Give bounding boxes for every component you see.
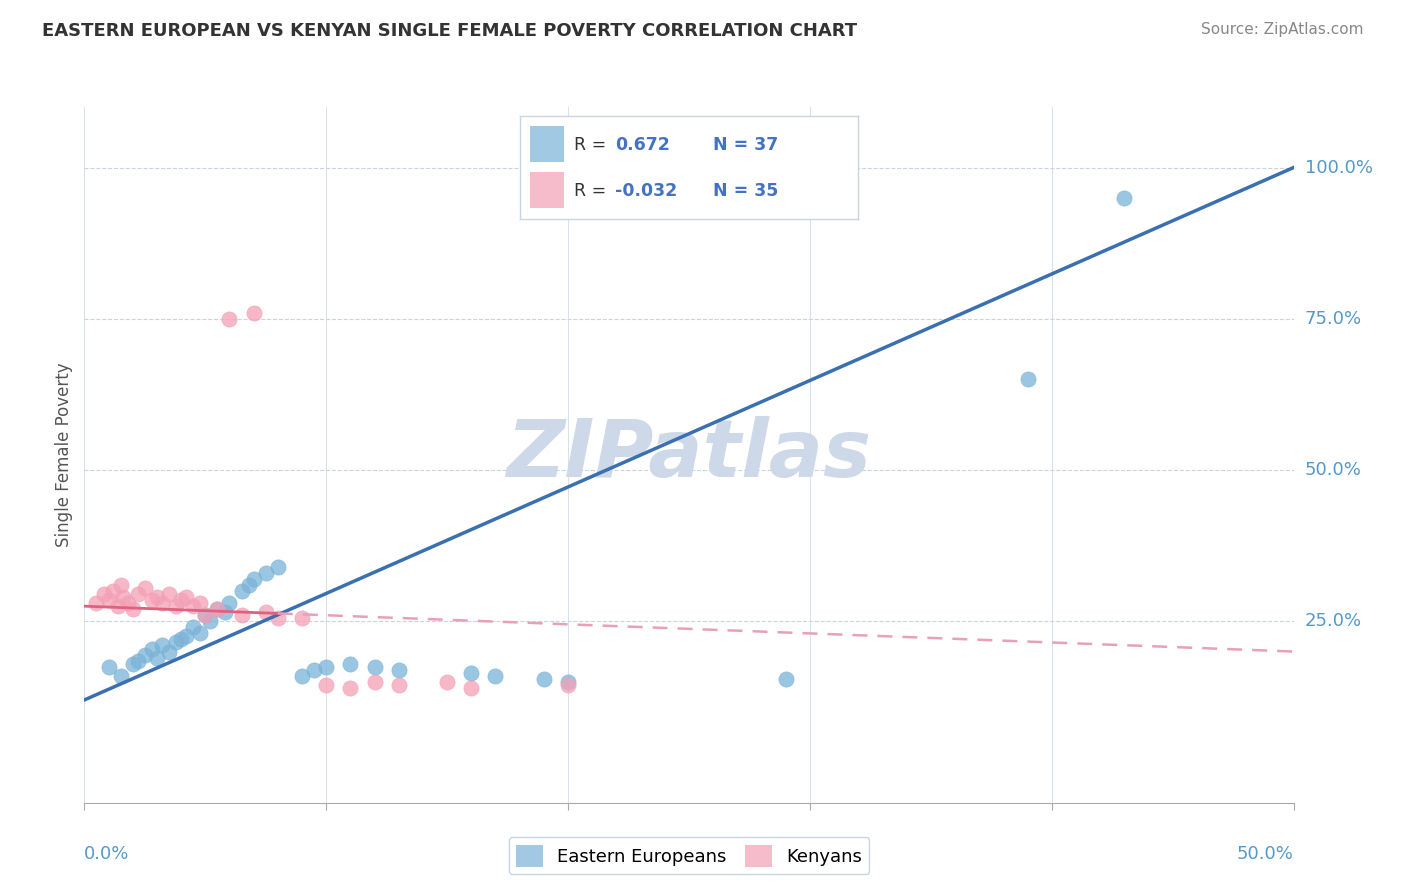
Legend: Eastern Europeans, Kenyans: Eastern Europeans, Kenyans [509, 838, 869, 874]
Point [112, 590, 135, 604]
FancyBboxPatch shape [530, 172, 564, 208]
Point [198, 615, 221, 629]
Point [557, 674, 579, 689]
Point [291, 669, 314, 683]
Point [97, 593, 120, 607]
Point [315, 678, 337, 692]
Point [315, 659, 337, 673]
Point [218, 311, 240, 326]
Point [117, 596, 139, 610]
Point [231, 584, 253, 599]
Text: N = 35: N = 35 [713, 182, 778, 200]
Point [460, 681, 482, 695]
Point [388, 663, 411, 677]
Point [165, 599, 187, 614]
Point [207, 602, 229, 616]
Point [190, 596, 212, 610]
Point [291, 611, 314, 625]
Point [170, 632, 193, 647]
Text: 0.672: 0.672 [614, 136, 669, 153]
Point [533, 672, 555, 686]
Point [141, 593, 163, 607]
Point [1017, 372, 1039, 386]
Point [121, 602, 143, 616]
Point [146, 590, 169, 604]
Text: R =: R = [574, 136, 612, 153]
Point [238, 578, 260, 592]
Point [107, 599, 129, 614]
Point [242, 572, 264, 586]
Point [267, 611, 290, 625]
Point [218, 596, 240, 610]
Point [775, 672, 797, 686]
Text: EASTERN EUROPEAN VS KENYAN SINGLE FEMALE POVERTY CORRELATION CHART: EASTERN EUROPEAN VS KENYAN SINGLE FEMALE… [42, 22, 858, 40]
Text: 75.0%: 75.0% [1305, 310, 1362, 327]
Point [363, 659, 385, 673]
Text: 100.0%: 100.0% [1305, 159, 1372, 177]
Text: Source: ZipAtlas.com: Source: ZipAtlas.com [1201, 22, 1364, 37]
Point [339, 657, 361, 671]
Point [157, 587, 180, 601]
Point [231, 608, 253, 623]
Point [93, 587, 115, 601]
Point [141, 641, 163, 656]
Point [174, 590, 197, 604]
Point [127, 654, 149, 668]
Point [174, 629, 197, 643]
Text: -0.032: -0.032 [614, 182, 676, 200]
Text: N = 37: N = 37 [713, 136, 778, 153]
Text: R =: R = [574, 182, 612, 200]
Text: 0.0%: 0.0% [84, 845, 129, 863]
Point [267, 559, 290, 574]
Point [103, 584, 125, 599]
Point [1114, 191, 1136, 205]
Point [242, 306, 264, 320]
Point [254, 605, 277, 619]
Point [110, 669, 132, 683]
Point [484, 669, 506, 683]
Point [150, 639, 173, 653]
Text: 25.0%: 25.0% [1305, 612, 1362, 631]
Point [436, 674, 458, 689]
Text: 50.0%: 50.0% [1237, 845, 1294, 863]
Point [388, 678, 411, 692]
Point [146, 650, 169, 665]
Point [134, 581, 156, 595]
Point [214, 605, 236, 619]
Point [207, 602, 229, 616]
Point [165, 635, 187, 649]
Point [460, 665, 482, 680]
Point [97, 659, 120, 673]
Point [181, 620, 204, 634]
Text: 50.0%: 50.0% [1305, 461, 1361, 479]
Point [127, 587, 149, 601]
FancyBboxPatch shape [530, 127, 564, 162]
Point [110, 578, 132, 592]
Point [339, 681, 361, 695]
Point [157, 644, 180, 658]
Point [302, 663, 325, 677]
Point [86, 596, 108, 610]
Point [194, 608, 217, 623]
Point [181, 599, 204, 614]
Text: ZIPatlas: ZIPatlas [506, 416, 872, 494]
Point [194, 608, 217, 623]
Point [363, 674, 385, 689]
Point [134, 648, 156, 662]
Point [121, 657, 143, 671]
Point [254, 566, 277, 580]
Y-axis label: Single Female Poverty: Single Female Poverty [55, 363, 73, 547]
Point [190, 626, 212, 640]
Point [150, 596, 173, 610]
Point [170, 593, 193, 607]
Point [557, 678, 579, 692]
